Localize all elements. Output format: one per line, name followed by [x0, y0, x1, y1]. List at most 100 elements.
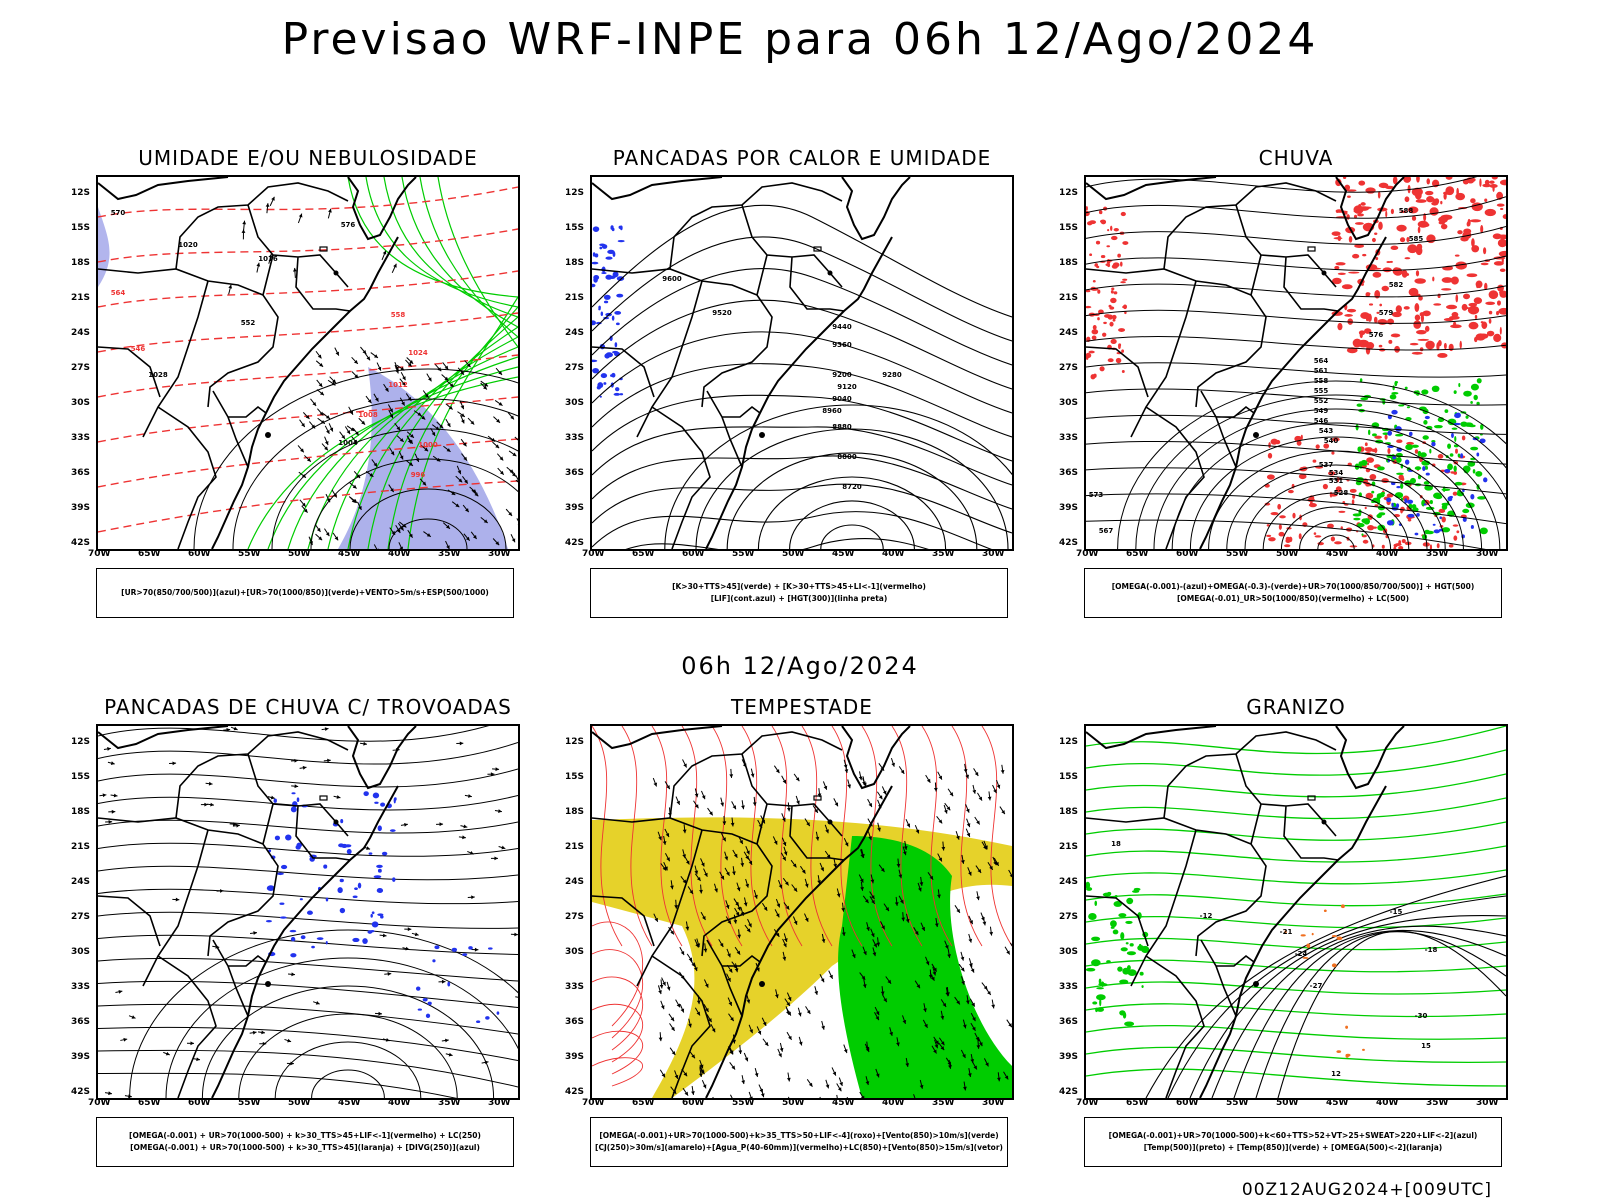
divergence-spot	[427, 1001, 432, 1006]
wind-vector	[493, 416, 501, 424]
rain-shading	[1374, 232, 1378, 235]
rain-shading	[1086, 206, 1088, 211]
omega-shading	[1441, 527, 1451, 533]
wind-vector	[664, 781, 671, 790]
wind-vector	[333, 795, 341, 799]
rain-shading	[1407, 244, 1418, 254]
rain-shading	[1365, 447, 1368, 451]
wind-vector	[862, 778, 867, 787]
divergence-spot	[417, 1008, 422, 1011]
wind-vector	[927, 872, 934, 880]
wind-vector	[866, 922, 870, 932]
wind-vector	[976, 891, 980, 901]
rain-shading	[1480, 262, 1489, 266]
temp850-contour	[1117, 966, 1123, 972]
wind-vector	[400, 822, 408, 827]
streamline	[1086, 467, 1506, 495]
rain-shading	[1275, 439, 1281, 445]
wind-vector	[505, 508, 513, 517]
rain-shading	[1480, 321, 1484, 324]
legend-line: [OMEGA(-0.001)+UR>70(1000-500)+k>35_TTS>…	[599, 1131, 999, 1140]
rain-shading	[1389, 260, 1393, 263]
wind-vector	[743, 1052, 749, 1062]
omega-shading	[1476, 452, 1480, 457]
temp850-contour	[1141, 985, 1144, 988]
lif-blob	[605, 256, 613, 260]
omega-shading	[1396, 472, 1404, 475]
wind-vector	[700, 858, 705, 867]
wind-vector	[917, 882, 922, 892]
wind-vector	[821, 933, 826, 943]
wind-vector	[902, 846, 907, 856]
thickness-contour	[98, 480, 518, 533]
lif-blob	[614, 387, 620, 392]
omega-shading	[1424, 529, 1430, 535]
temp850-contour	[1096, 1007, 1105, 1012]
longitude-tick-label: 65W	[632, 1098, 655, 1108]
contour-line	[232, 398, 518, 549]
wind-vector	[324, 528, 330, 537]
height-contour	[592, 394, 1012, 462]
wind-vector	[774, 909, 780, 918]
contour-label: -21	[1280, 928, 1293, 936]
wind-vector	[970, 1022, 976, 1032]
wind-vector	[713, 883, 718, 893]
wind-vector	[880, 921, 886, 930]
rain-shading	[1113, 291, 1118, 295]
wind-vector	[1003, 1071, 1009, 1080]
lif-blob	[600, 373, 608, 379]
omega-shading	[1470, 525, 1474, 529]
wind-vector	[494, 809, 502, 813]
rain-shading	[1315, 444, 1320, 449]
wind-vector	[896, 858, 901, 868]
divergence-spot	[357, 882, 362, 889]
rain-shading	[1357, 213, 1364, 217]
wind-vector	[492, 538, 500, 546]
wind-vector	[314, 524, 321, 533]
rain-shading	[1438, 216, 1449, 222]
rain-shading	[1348, 235, 1353, 243]
omega-shading	[1462, 508, 1470, 514]
rain-shading	[1364, 506, 1367, 510]
omega500-spot	[1284, 930, 1287, 934]
divergence-spot	[476, 1020, 481, 1023]
divergence-spot	[300, 935, 306, 940]
omega-shading	[1441, 502, 1450, 506]
temp850-contour	[1099, 998, 1102, 1007]
wind-vector	[898, 869, 903, 879]
contour-line	[310, 458, 518, 549]
rain-shading	[1110, 225, 1113, 231]
wind-vector	[965, 828, 971, 838]
temp850-contour	[1125, 920, 1133, 924]
rain-shading	[1351, 499, 1355, 505]
latitude-tick-label: 42S	[565, 1087, 585, 1097]
wind-vector	[993, 857, 1000, 867]
omega-shading	[1406, 499, 1414, 504]
wind-vector	[955, 831, 960, 840]
wind-vector	[744, 924, 751, 933]
rain-shading	[1277, 503, 1282, 510]
wind-vector	[105, 819, 113, 824]
omega-shading	[1409, 477, 1417, 484]
wind-vector	[104, 1091, 113, 1096]
wind-vector	[469, 486, 477, 494]
rain-shading	[1120, 261, 1123, 267]
wind-vector	[836, 888, 841, 898]
wind-vector	[858, 874, 864, 883]
legend-line: [UR>70(850/700/500)](azul)+[UR>70(1000/8…	[121, 588, 489, 597]
wind-vector	[467, 895, 475, 900]
wind-vector	[938, 1042, 945, 1051]
wind-vector	[944, 802, 951, 811]
omega-shading	[1453, 422, 1461, 426]
wind-vector	[729, 1062, 736, 1070]
divergence-spot	[290, 806, 297, 813]
precip-water-contour	[921, 726, 953, 947]
latitude-tick-label: 12S	[1059, 737, 1079, 747]
wind-vector	[383, 383, 389, 392]
omega-shading	[1391, 409, 1398, 415]
longitude-tick-label: 35W	[1426, 549, 1449, 559]
divergence-spot	[447, 981, 451, 987]
rain-shading	[1403, 177, 1412, 183]
wind-vector	[664, 828, 670, 838]
wind-vector	[750, 768, 755, 778]
